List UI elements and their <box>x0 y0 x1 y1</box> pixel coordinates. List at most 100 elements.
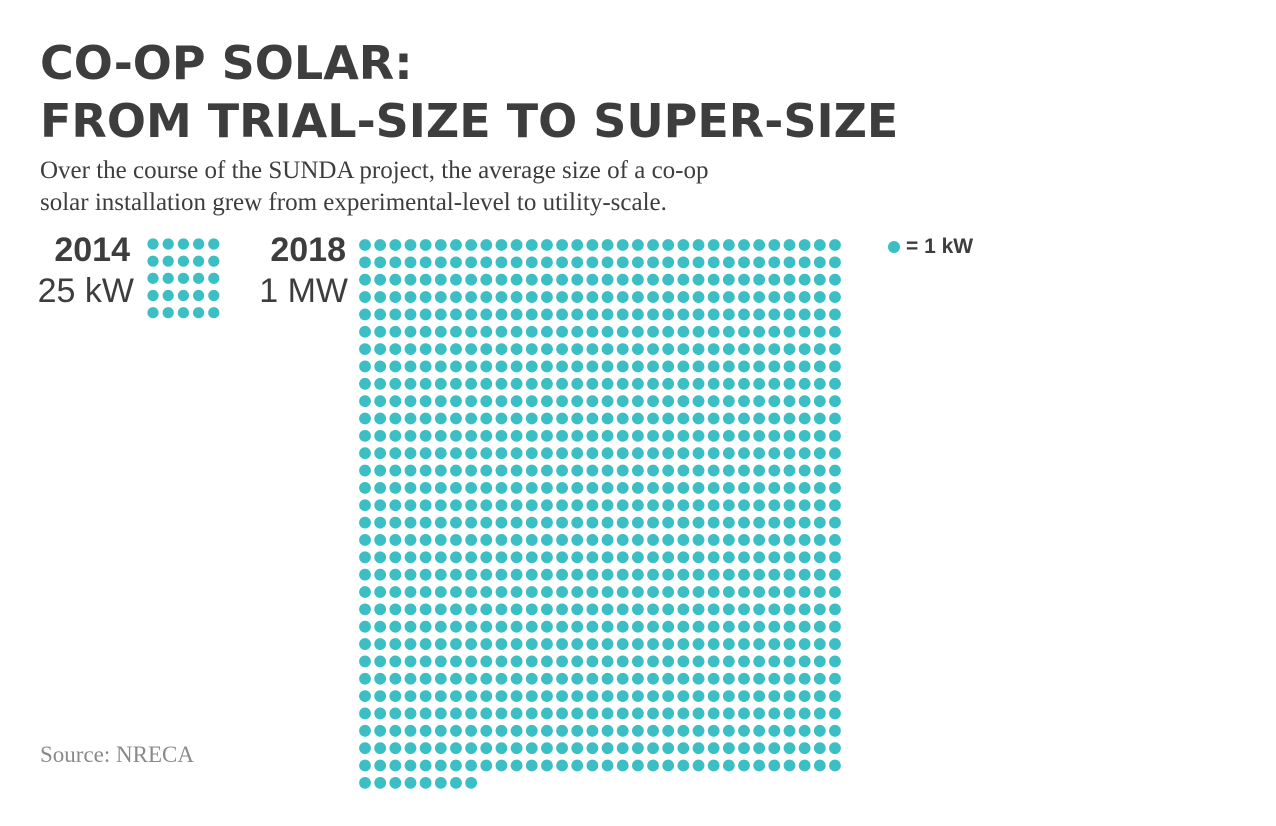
dot-2018-930 <box>374 742 387 755</box>
dot-2018-566 <box>677 534 690 546</box>
dot-2018-979 <box>631 759 644 772</box>
dot-2018-605 <box>783 551 796 564</box>
dot-2018-836 <box>404 690 417 702</box>
dot-2018-897 <box>359 724 371 737</box>
dot-2018-367 <box>571 429 584 442</box>
dot-2018-772 <box>404 655 417 668</box>
dot-2018-298 <box>495 395 508 408</box>
dot-2018-436 <box>647 464 659 477</box>
dot-2018-38 <box>434 256 447 269</box>
dot-2018-449 <box>359 482 371 494</box>
dot-2018-515 <box>389 516 402 529</box>
dot-2018-567 <box>692 534 705 546</box>
dot-2018-540 <box>768 516 781 529</box>
dot-2018-416 <box>829 447 841 460</box>
dot-2018-826 <box>738 672 750 685</box>
dot-2018-941 <box>541 742 553 755</box>
dot-2018-274 <box>616 377 629 390</box>
dot-2018-870 <box>434 707 447 720</box>
dot-2018-609 <box>359 568 371 581</box>
dot-2018-988 <box>768 759 781 772</box>
dot-2018-284 <box>768 377 781 390</box>
dot-2018-120 <box>707 291 720 303</box>
dot-2018-531 <box>631 516 644 529</box>
size-label-2014: 25 kW <box>37 272 134 310</box>
dot-2018-131 <box>389 308 402 321</box>
dot-2018-275 <box>631 377 644 390</box>
dot-2018-299 <box>510 395 523 408</box>
dot-2018-939 <box>510 742 523 755</box>
dot-2018-422 <box>434 464 447 477</box>
dot-2018-813 <box>541 672 553 685</box>
dot-2018-522 <box>495 516 508 529</box>
dot-2018-592 <box>586 551 599 564</box>
dot-2018-878 <box>556 707 568 720</box>
dot-2018-803 <box>389 672 402 685</box>
dot-2018-195 <box>389 343 402 355</box>
dot-2018-585 <box>480 551 493 564</box>
dot-2018-296 <box>465 395 478 408</box>
dot-2018-45 <box>541 256 553 269</box>
dot-2018-598 <box>677 551 690 564</box>
dot-2018-499 <box>631 499 644 512</box>
dot-2018-631 <box>692 568 705 581</box>
dot-2018-749 <box>541 638 553 650</box>
dot-2018-753 <box>601 638 614 650</box>
dot-2018-991 <box>813 759 826 772</box>
dot-2018-852 <box>647 690 659 702</box>
dot-2018-623 <box>571 568 584 581</box>
dot-2018-478 <box>798 482 811 494</box>
dot-2018-640 <box>829 568 841 581</box>
year-label-2018: 2018 <box>270 231 346 269</box>
dot-2018-637 <box>783 568 796 581</box>
dot-2018-464 <box>586 482 599 494</box>
dot-2018-937 <box>480 742 493 755</box>
dot-2018-687 <box>571 603 584 616</box>
dot-2018-742 <box>434 638 447 650</box>
dot-2018-271 <box>571 377 584 390</box>
dot-2018-586 <box>495 551 508 564</box>
dot-2018-94 <box>798 273 811 286</box>
dot-2018-107 <box>510 291 523 303</box>
dot-2018-957 <box>783 742 796 755</box>
dot-2018-129 <box>359 308 371 321</box>
dot-2018-801 <box>359 672 371 685</box>
dot-2018-977 <box>601 759 614 772</box>
dot-2018-379 <box>753 429 766 442</box>
dot-2018-295 <box>450 395 462 408</box>
dot-2018-253 <box>783 360 796 373</box>
dot-2018-290 <box>374 395 387 408</box>
dot-2018-779 <box>510 655 523 668</box>
dot-2018-61 <box>783 256 796 269</box>
dot-2018-82 <box>616 273 629 286</box>
dot-2018-555 <box>510 534 523 546</box>
dot-2018-900 <box>404 724 417 737</box>
dot-2018-139 <box>510 308 523 321</box>
dot-2018-633 <box>722 568 735 581</box>
dot-2014-24 <box>193 307 205 319</box>
dot-2018-761 <box>722 638 735 650</box>
dot-2018-344 <box>707 412 720 425</box>
dot-2018-439 <box>692 464 705 477</box>
dot-2018-804 <box>404 672 417 685</box>
dot-2018-858 <box>738 690 750 702</box>
dot-2018-151 <box>692 308 705 321</box>
dot-2018-846 <box>556 690 568 702</box>
dot-2018-769 <box>359 655 371 668</box>
dot-2018-798 <box>798 655 811 668</box>
dot-2018-245 <box>662 360 675 373</box>
dot-2018-391 <box>450 447 462 460</box>
dot-2018-67 <box>389 273 402 286</box>
dot-2018-691 <box>631 603 644 616</box>
dot-2018-332 <box>525 412 538 425</box>
dot-2018-468 <box>647 482 659 494</box>
dot-2018-361 <box>480 429 493 442</box>
dot-2018-505 <box>722 499 735 512</box>
dot-2018-509 <box>783 499 796 512</box>
dot-2018-161 <box>359 325 371 338</box>
dot-2018-496 <box>586 499 599 512</box>
dot-2018-242 <box>616 360 629 373</box>
dot-2018-489 <box>480 499 493 512</box>
dot-2018-326 <box>434 412 447 425</box>
dot-2018-963 <box>389 759 402 772</box>
